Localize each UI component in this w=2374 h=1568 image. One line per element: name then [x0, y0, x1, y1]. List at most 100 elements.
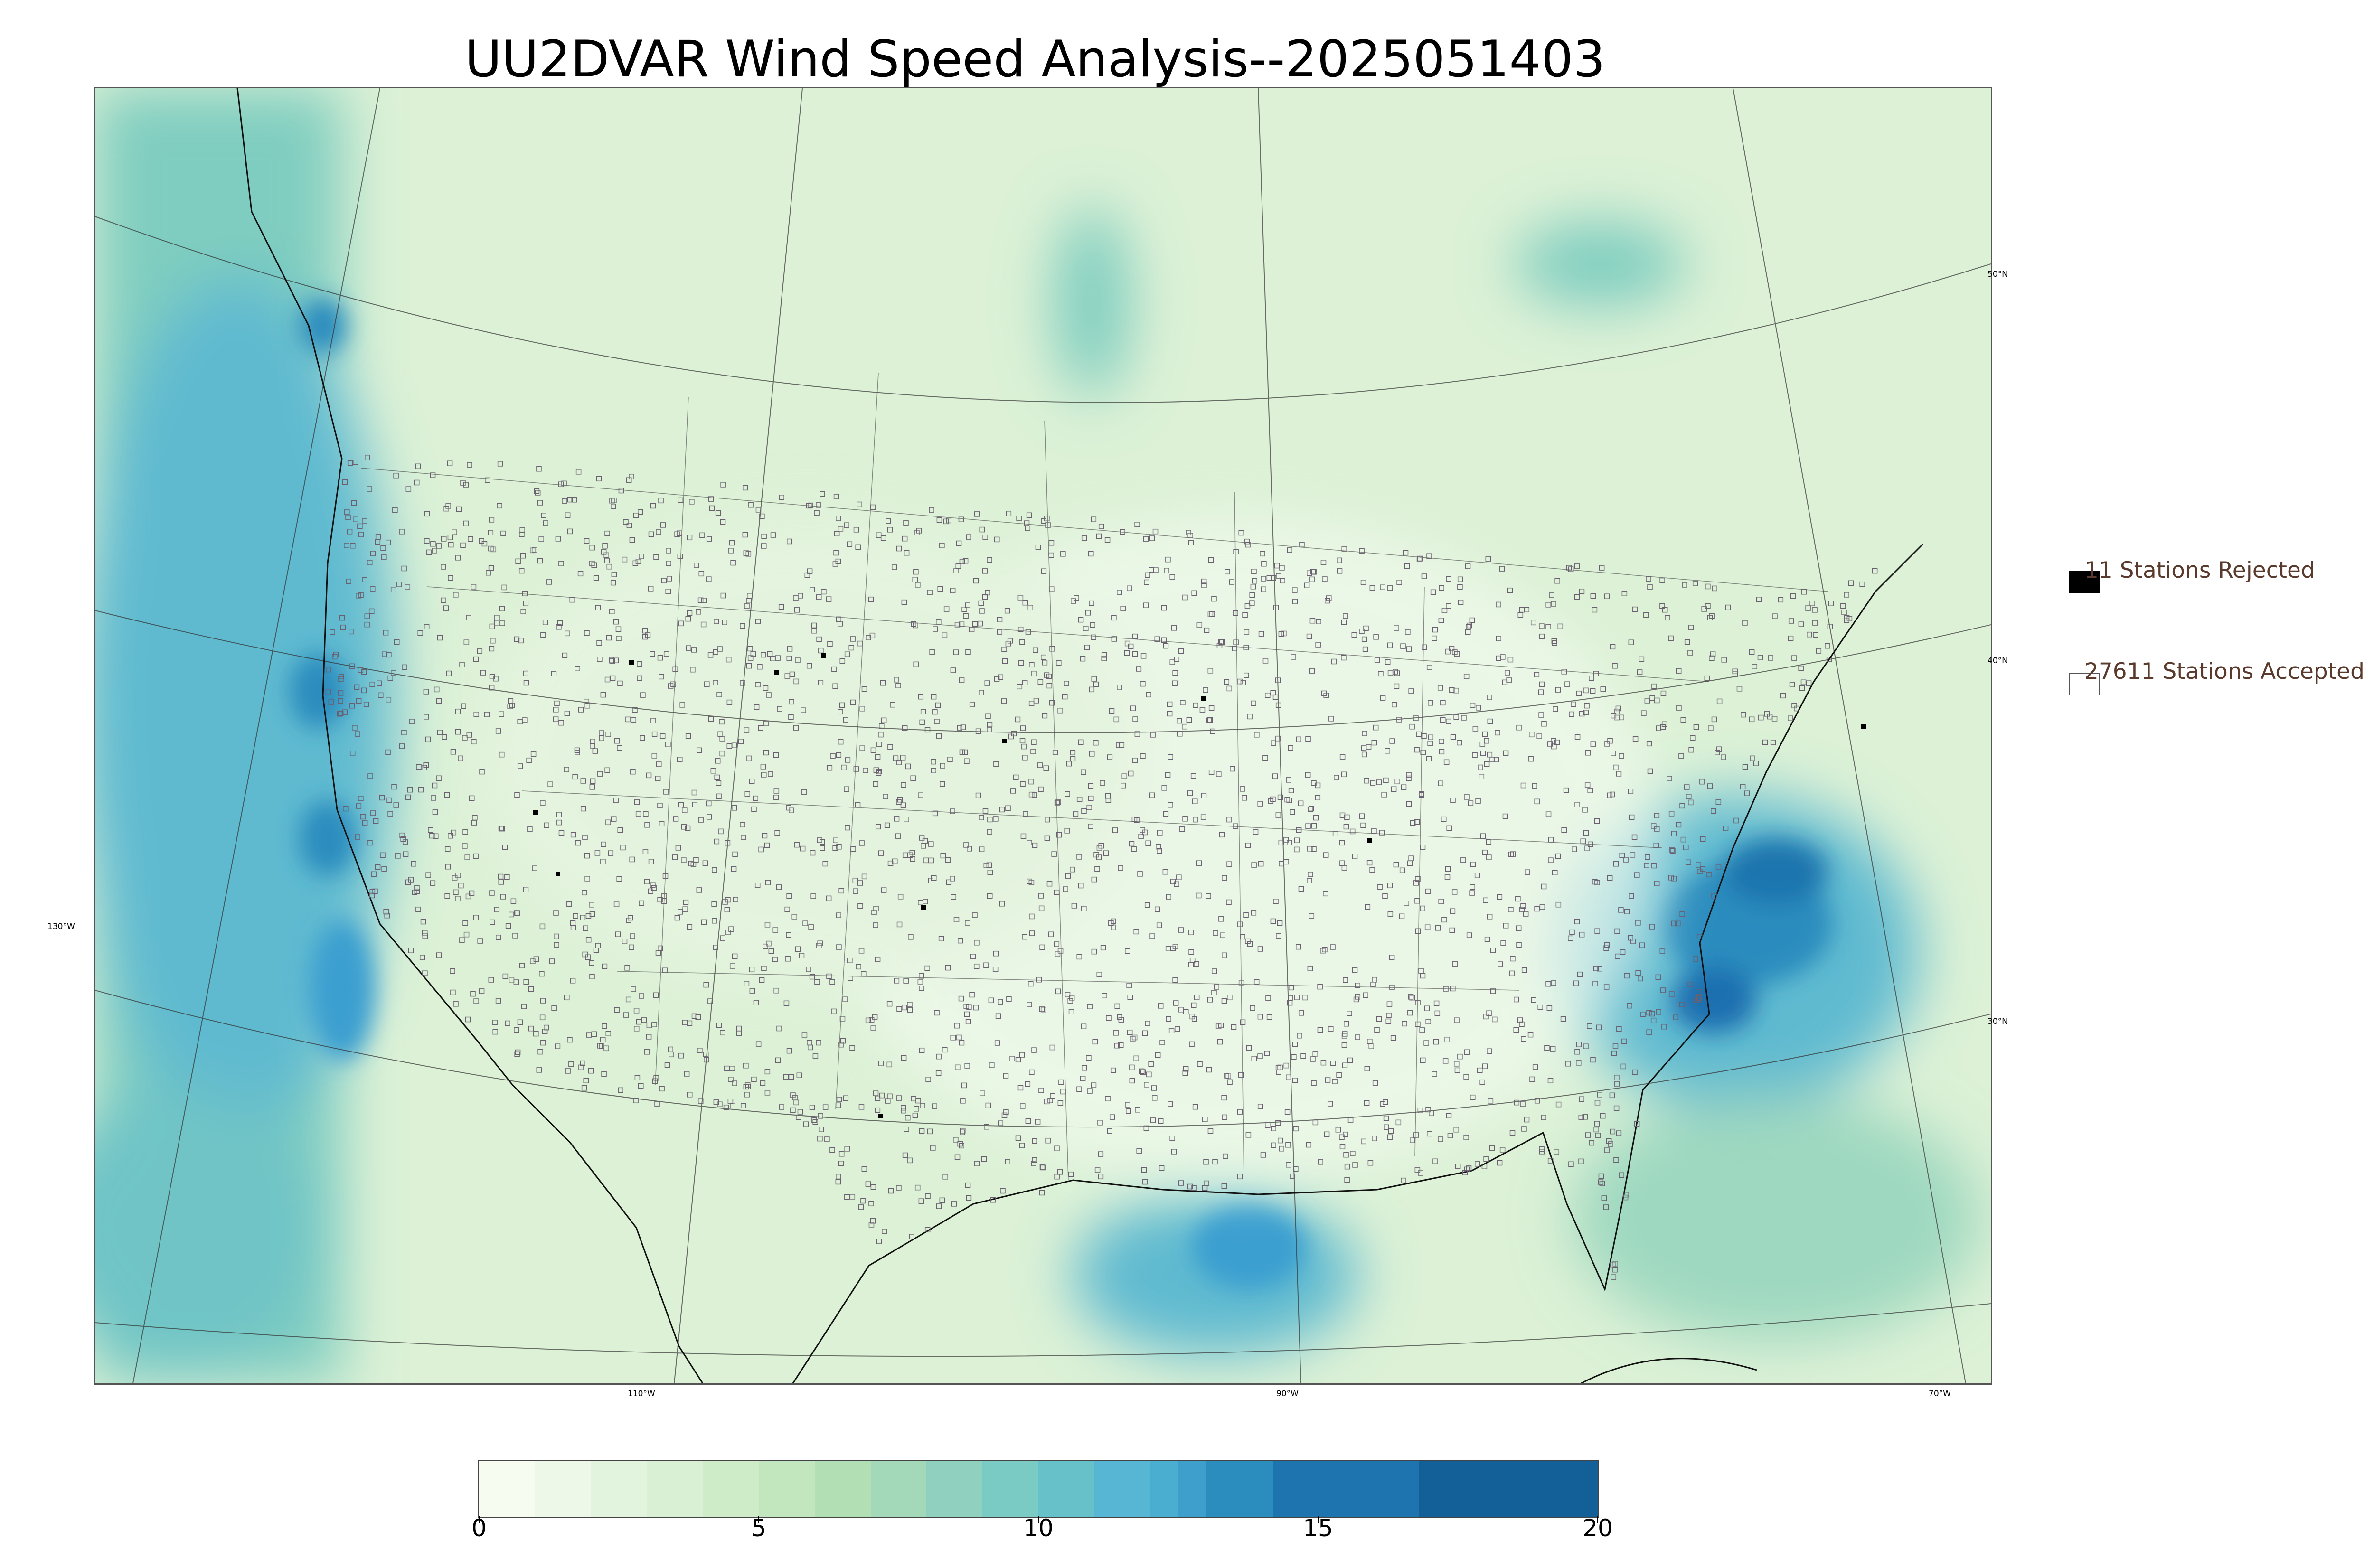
accepted-station-marker — [1347, 1057, 1353, 1063]
accepted-station-marker — [1619, 1172, 1624, 1178]
accepted-station-marker — [648, 859, 654, 864]
accepted-station-marker — [499, 711, 504, 717]
accepted-station-marker — [1667, 776, 1672, 781]
accepted-station-marker — [1163, 643, 1169, 649]
accepted-station-marker — [1278, 631, 1284, 637]
accepted-station-marker — [1058, 1079, 1064, 1085]
accepted-station-marker — [1164, 568, 1169, 573]
accepted-station-marker — [1441, 816, 1447, 822]
accepted-station-marker — [1481, 1164, 1488, 1169]
accepted-station-marker — [788, 1074, 794, 1080]
accepted-station-marker — [590, 743, 595, 749]
accepted-station-marker — [1632, 606, 1638, 612]
accepted-station-marker — [790, 1092, 796, 1098]
accepted-station-marker — [1700, 836, 1706, 842]
accepted-station-marker — [1462, 1170, 1468, 1175]
accepted-station-marker — [1446, 576, 1451, 582]
accepted-station-marker — [818, 648, 824, 654]
accepted-station-marker — [1513, 996, 1519, 1003]
accepted-station-marker — [1489, 1145, 1495, 1151]
accepted-station-marker — [1331, 658, 1337, 665]
accepted-station-marker — [1711, 716, 1717, 723]
accepted-station-marker — [1415, 1000, 1421, 1005]
accepted-station-marker — [1179, 826, 1185, 832]
accepted-station-marker — [1450, 986, 1456, 992]
accepted-station-marker — [1376, 1016, 1382, 1022]
accepted-station-marker — [1770, 740, 1776, 745]
accepted-station-marker — [1219, 832, 1225, 838]
accepted-station-marker — [589, 545, 595, 551]
accepted-station-marker — [866, 635, 871, 640]
accepted-station-marker — [1286, 798, 1292, 803]
accepted-station-marker — [634, 799, 640, 805]
accepted-station-marker — [484, 712, 490, 717]
accepted-station-marker — [1150, 1117, 1156, 1123]
accepted-station-marker — [1325, 1077, 1331, 1083]
accepted-station-marker — [893, 755, 899, 761]
colorbar-segment — [535, 1461, 591, 1517]
accepted-station-marker — [1465, 563, 1471, 569]
accepted-station-marker — [902, 725, 908, 731]
accepted-station-marker — [918, 792, 923, 798]
accepted-station-marker — [1479, 742, 1486, 747]
rejected-station-marker — [821, 653, 826, 658]
accepted-station-marker — [1178, 1007, 1184, 1013]
accepted-station-marker — [964, 1063, 970, 1069]
accepted-station-marker — [1141, 1167, 1147, 1173]
accepted-station-marker — [1361, 751, 1367, 758]
accepted-station-marker — [1389, 738, 1395, 744]
accepted-station-marker — [747, 646, 753, 652]
accepted-station-marker — [1270, 690, 1276, 696]
accepted-station-marker — [580, 806, 586, 812]
accepted-station-marker — [806, 967, 811, 972]
accepted-station-marker — [855, 544, 861, 550]
accepted-station-marker — [646, 1023, 652, 1028]
accepted-station-marker — [564, 767, 569, 772]
accepted-station-marker — [426, 549, 432, 555]
accepted-station-marker — [824, 1136, 830, 1142]
accepted-station-marker — [424, 714, 429, 720]
accepted-station-marker — [1054, 941, 1060, 947]
accepted-station-marker — [759, 977, 765, 983]
lon-label-130w: 130°W — [47, 922, 75, 931]
accepted-station-marker — [919, 719, 925, 725]
accepted-station-marker — [868, 1201, 874, 1207]
accepted-station-marker — [775, 655, 781, 661]
accepted-station-marker — [749, 967, 755, 973]
accepted-station-marker — [453, 889, 459, 895]
accepted-station-marker — [666, 576, 672, 582]
accepted-station-marker — [873, 781, 878, 787]
accepted-station-marker — [1292, 599, 1298, 604]
accepted-station-marker — [1257, 946, 1263, 952]
accepted-station-marker — [900, 755, 906, 761]
accepted-station-marker — [909, 1234, 914, 1239]
accepted-station-marker — [1482, 1063, 1488, 1069]
accepted-station-marker — [437, 730, 443, 735]
accepted-station-marker — [641, 1017, 647, 1023]
accepted-station-marker — [1019, 639, 1025, 645]
accepted-station-marker — [583, 925, 588, 931]
accepted-station-marker — [1736, 686, 1743, 692]
wind-speed-map[interactable] — [94, 87, 1992, 1385]
accepted-station-marker — [344, 509, 350, 515]
accepted-station-marker — [1661, 1023, 1667, 1030]
accepted-station-marker — [595, 605, 601, 610]
accepted-station-marker — [876, 742, 882, 747]
accepted-station-marker — [519, 531, 525, 537]
accepted-station-marker — [1025, 526, 1031, 531]
accepted-station-marker — [1106, 1015, 1112, 1021]
accepted-station-marker — [1435, 925, 1441, 931]
accepted-station-marker — [1453, 714, 1459, 720]
accepted-station-marker — [401, 730, 407, 735]
rejected-station-marker — [921, 905, 926, 910]
accepted-station-marker — [507, 704, 513, 709]
accepted-station-marker — [1612, 1261, 1619, 1267]
accepted-station-marker — [1315, 642, 1321, 648]
accepted-station-marker — [751, 1076, 757, 1082]
accepted-station-marker — [829, 1147, 835, 1153]
accepted-station-marker — [1330, 1061, 1336, 1066]
accepted-station-marker — [775, 1057, 781, 1063]
accepted-station-marker — [1277, 920, 1283, 926]
accepted-station-marker — [448, 542, 454, 548]
accepted-station-marker — [969, 627, 975, 632]
